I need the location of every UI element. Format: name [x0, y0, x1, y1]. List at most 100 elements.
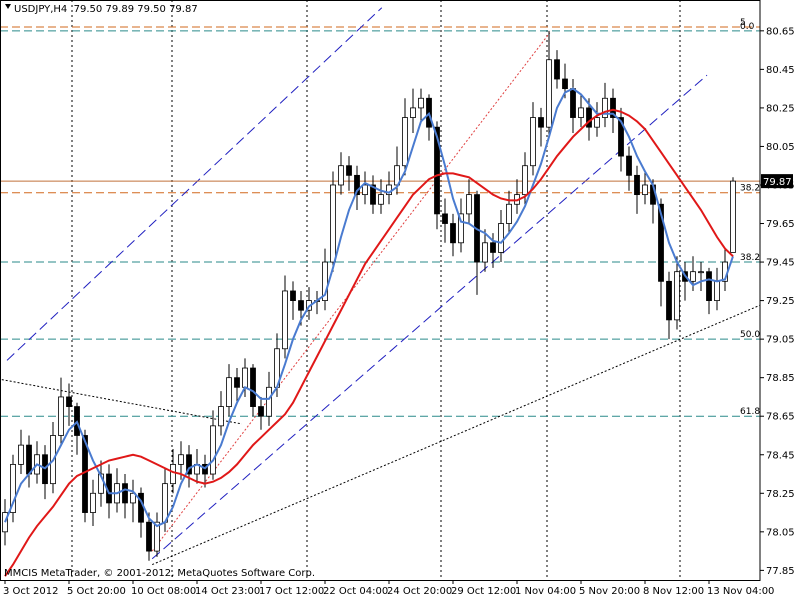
candle-body	[706, 271, 712, 301]
candle-body	[466, 194, 472, 215]
y-tick-label: 78.85	[766, 373, 795, 384]
chart-title: USDJPY,H4 79.50 79.89 79.50 79.87	[14, 4, 198, 15]
y-tick-label: 79.45	[766, 258, 795, 269]
trendline	[151, 32, 551, 552]
candle-body	[66, 396, 72, 407]
fib-label: 0.0	[740, 22, 755, 32]
candle-body	[330, 184, 336, 263]
candle-body	[506, 203, 512, 224]
candle-body	[530, 117, 536, 167]
candle-body	[402, 117, 408, 167]
candle-body	[690, 271, 696, 282]
y-tick-label: 77.85	[766, 566, 795, 577]
current-price-label: 79.87	[763, 177, 792, 188]
candle-body	[666, 280, 672, 321]
y-tick-label: 78.45	[766, 450, 795, 461]
y-tick-label: 79.25	[766, 296, 795, 307]
trendline	[152, 304, 760, 566]
candle-body	[146, 521, 152, 552]
y-tick-label: 79.05	[766, 335, 795, 346]
x-tick-label: 8 Nov 12:00	[643, 586, 704, 597]
candle-body	[378, 194, 384, 205]
candle-body	[562, 78, 568, 90]
candle-body	[450, 223, 456, 244]
candle-body	[618, 117, 624, 157]
x-tick-label: 14 Oct 23:00	[195, 586, 260, 597]
y-tick-label: 80.25	[766, 103, 795, 114]
candle-body	[170, 463, 176, 485]
candle-body	[634, 174, 640, 196]
y-tick-label: 80.05	[766, 142, 795, 153]
candle-body	[594, 117, 600, 128]
candle-body	[546, 59, 552, 128]
y-tick-label: 78.05	[766, 527, 795, 538]
candle-body	[674, 271, 680, 321]
candle-body	[490, 242, 496, 253]
x-tick-label: 22 Oct 04:00	[323, 586, 388, 597]
x-tick-label: 3 Oct 2012	[3, 586, 58, 597]
candle-body	[162, 483, 168, 523]
candle-body	[250, 367, 256, 407]
candle-body	[698, 271, 704, 274]
candle-body	[354, 174, 360, 196]
candle-body	[522, 165, 528, 196]
trendline	[6, 7, 383, 361]
candle-body	[730, 180, 736, 253]
candle-body	[10, 463, 16, 513]
candle-body	[370, 184, 376, 205]
candle-body	[178, 454, 184, 465]
moving-average	[4, 87, 734, 528]
candle-body	[626, 155, 632, 176]
y-tick-label: 79.65	[766, 219, 795, 230]
candle-body	[186, 454, 192, 475]
trendline	[1, 379, 242, 425]
candle-body	[538, 117, 544, 128]
symbol-icon	[5, 4, 11, 9]
candle-body	[482, 242, 488, 263]
candle-body	[714, 280, 720, 301]
moving-average	[4, 108, 734, 577]
x-tick-label: 5 Oct 20:00	[67, 586, 126, 597]
candle-body	[362, 184, 368, 196]
fib-label: 50.0	[740, 330, 760, 340]
fib-label: 38.2	[740, 253, 760, 263]
candle-body	[346, 165, 352, 176]
candle-body	[290, 290, 296, 301]
candle-body	[210, 425, 216, 475]
candle-body	[498, 223, 504, 253]
candle-body	[18, 444, 24, 465]
candle-body	[218, 406, 224, 427]
candle-body	[442, 213, 448, 224]
candle-body	[226, 377, 232, 407]
candle-body	[258, 406, 264, 417]
candle-body	[322, 261, 328, 301]
candle-body	[266, 386, 272, 417]
candle-body	[410, 107, 416, 118]
x-tick-label: 5 Nov 20:00	[579, 586, 640, 597]
candle-body	[458, 213, 464, 244]
x-tick-label: 24 Oct 20:00	[387, 586, 452, 597]
trendline	[151, 74, 708, 560]
candle-body	[602, 97, 608, 118]
candle-body	[658, 203, 664, 282]
candle-body	[298, 300, 304, 311]
y-tick-label: 80.45	[766, 65, 795, 76]
candle-body	[154, 521, 160, 552]
candle-body	[570, 88, 576, 118]
candle-body	[130, 492, 136, 504]
fib-label: 5	[740, 18, 746, 28]
candle-body	[58, 396, 64, 436]
plot-area	[0, 7, 760, 577]
x-tick-label: 29 Oct 12:00	[451, 586, 516, 597]
fib-label: 61.8	[740, 407, 760, 417]
candle-body	[554, 59, 560, 80]
candle-body	[610, 97, 616, 118]
fib-label: 38.2	[740, 184, 760, 194]
candle-body	[122, 483, 128, 504]
candle-body	[434, 126, 440, 215]
candle-body	[578, 107, 584, 118]
candle-body	[90, 492, 96, 513]
y-tick-label: 78.25	[766, 489, 795, 500]
